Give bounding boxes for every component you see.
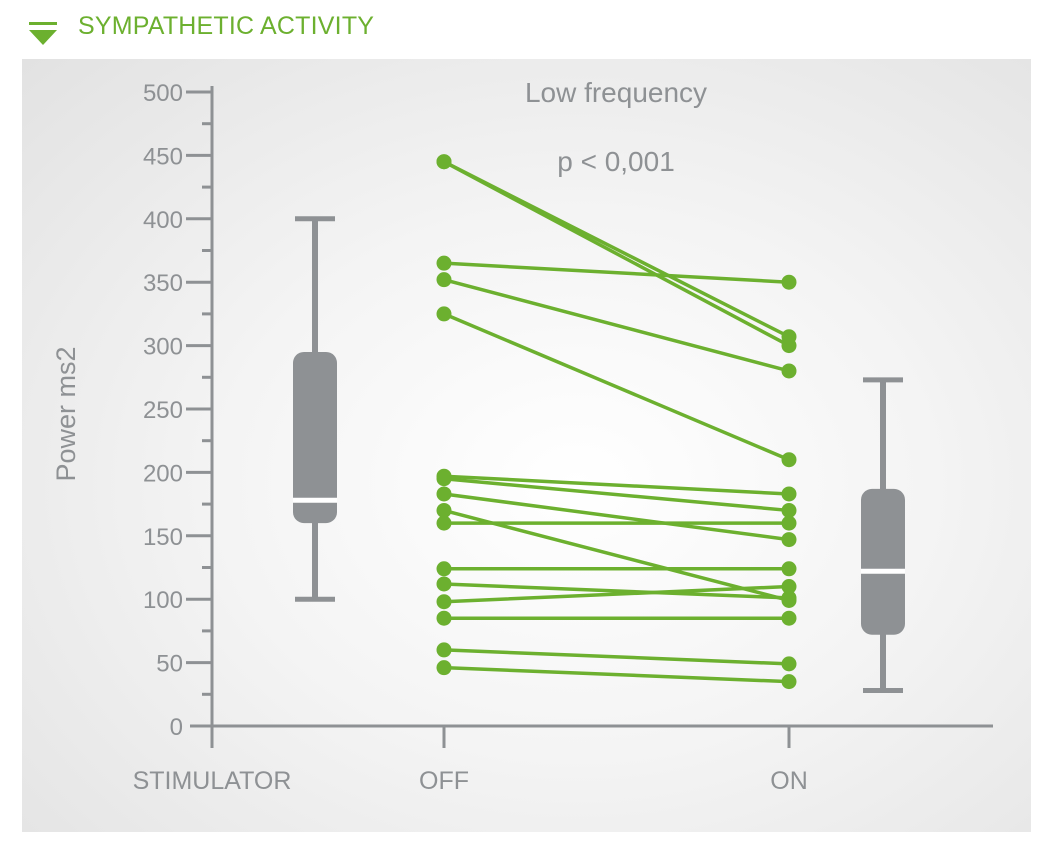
x-axis-label: STIMULATOR xyxy=(133,767,292,795)
point-off-8 xyxy=(436,486,452,502)
chart-title: Low frequency xyxy=(525,77,707,108)
point-off-10 xyxy=(436,515,452,531)
section-header: SYMPATHETIC ACTIVITY xyxy=(0,0,1050,56)
axes: OFF ON 0 50 100 150 200 250 300 350 400 450 500 xyxy=(143,80,993,795)
boxplot-off xyxy=(293,216,337,602)
point-off-3 xyxy=(436,255,452,271)
y-tick-label: 450 xyxy=(143,143,183,170)
y-tick-label: 150 xyxy=(143,524,183,551)
point-off-15 xyxy=(436,642,452,658)
box xyxy=(293,351,337,524)
point-on-5 xyxy=(781,452,797,468)
pair-line-7 xyxy=(442,476,791,513)
y-tick-label: 50 xyxy=(156,651,183,678)
point-off-4 xyxy=(436,272,452,288)
y-tick-label: 300 xyxy=(143,334,183,361)
point-off-2 xyxy=(436,154,452,170)
point-off-13 xyxy=(436,594,452,610)
pair-line-3 xyxy=(442,261,791,284)
pair-line-15 xyxy=(442,648,791,666)
boxplots xyxy=(293,216,905,693)
pair-line-16 xyxy=(442,665,791,684)
y-tick-label: 100 xyxy=(143,587,183,614)
point-off-12 xyxy=(436,576,452,592)
point-on-11 xyxy=(781,561,797,577)
y-tick-label: 200 xyxy=(143,460,183,487)
pair-line-12 xyxy=(442,582,791,600)
y-tick-label: 350 xyxy=(143,270,183,297)
point-on-15 xyxy=(781,656,797,672)
point-off-9 xyxy=(436,502,452,518)
pair-line-5 xyxy=(442,312,791,462)
y-tick-label: 250 xyxy=(143,397,183,424)
point-on-13 xyxy=(781,579,797,595)
pair-line-6 xyxy=(442,474,791,496)
y-tick-label: 500 xyxy=(143,80,183,107)
point-on-12 xyxy=(781,590,797,606)
pair-line-2 xyxy=(442,159,791,339)
point-on-6 xyxy=(781,486,797,502)
x-tick-label: ON xyxy=(770,767,808,795)
point-off-5 xyxy=(436,306,452,322)
point-on-2 xyxy=(781,329,797,345)
point-on-8 xyxy=(781,532,797,548)
y-tick-label: 400 xyxy=(143,207,183,234)
pair-line-13 xyxy=(442,584,791,604)
point-on-3 xyxy=(781,274,797,290)
section-title: SYMPATHETIC ACTIVITY xyxy=(78,12,375,40)
chart-panel xyxy=(22,59,1031,832)
point-on-16 xyxy=(781,674,797,690)
box xyxy=(861,488,905,635)
point-on-7 xyxy=(781,502,797,518)
point-on-4 xyxy=(781,363,797,379)
x-tick-label: OFF xyxy=(419,767,469,795)
point-off-14 xyxy=(436,610,452,626)
pair-line-4 xyxy=(442,277,791,373)
triangle-down-icon xyxy=(29,22,57,45)
p-value-annotation: p < 0,001 xyxy=(557,146,675,177)
pair-line-8 xyxy=(442,492,791,542)
point-off-7 xyxy=(436,471,452,487)
y-tick-label: 0 xyxy=(170,714,183,741)
data-lines xyxy=(442,159,791,684)
data-points xyxy=(436,154,797,690)
point-off-16 xyxy=(436,660,452,676)
point-on-14 xyxy=(781,610,797,626)
point-on-10 xyxy=(781,515,797,531)
boxplot-on xyxy=(861,377,905,693)
point-off-11 xyxy=(436,561,452,577)
pair-line-9 xyxy=(442,508,791,603)
y-axis-label: Power ms2 xyxy=(51,346,81,481)
